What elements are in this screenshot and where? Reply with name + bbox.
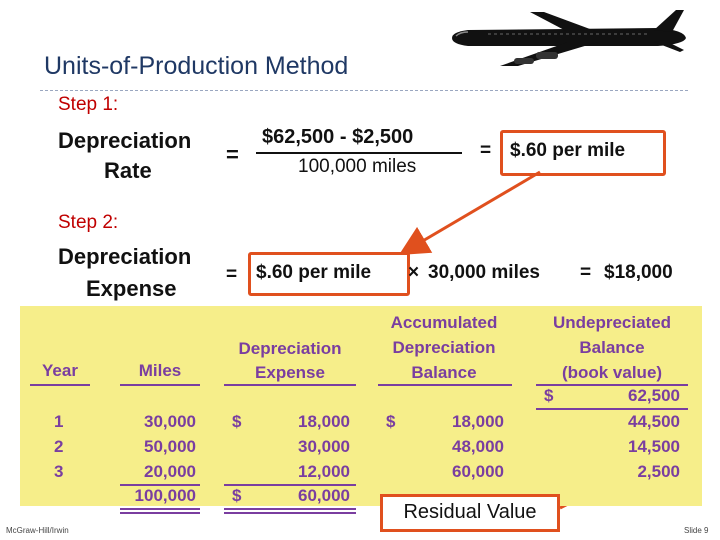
step2-rate: $.60 per mile [256,262,372,283]
step1-label: Step 1: [58,94,119,115]
step2-equals: = [226,264,238,285]
fraction-bar [256,152,462,154]
row1-dep: 18,000 [298,412,350,431]
step1-numerator: $62,500 - $2,500 [262,126,414,148]
totals-rule-dep [224,484,356,486]
title-divider [40,90,688,91]
depreciation-table [20,306,702,506]
header-rule-dep [224,384,356,386]
step2-term-line1: Depreciation [58,244,192,269]
header-und-l1: Undepreciated [552,313,672,332]
total-miles: 100,000 [134,486,196,505]
initial-rule [536,408,688,410]
residual-value-callout: Residual Value [380,494,560,532]
step1-term-line2: Rate [104,158,152,183]
row1-miles: 30,000 [144,412,196,431]
rate-arrow [398,170,541,256]
header-acc-l1: Accumulated [390,313,498,332]
row1-acc-currency: $ [386,412,396,431]
step2-equals-result: = [580,262,592,283]
step2-label: Step 2: [58,212,119,233]
header-rule-miles [120,384,200,386]
totals-double-rule-dep-a [224,508,356,510]
step2-times: × [408,262,420,283]
footer-publisher: McGraw-Hill/Irwin [6,526,69,535]
total-dep-currency: $ [232,486,242,505]
row2-miles: 50,000 [144,437,196,456]
totals-rule-miles [120,484,200,486]
step1-equals: = [226,142,239,167]
airplane-icon [452,10,686,66]
header-rule-year [30,384,90,386]
row1-dep-currency: $ [232,412,242,431]
header-dep-l1: Depreciation [238,339,342,358]
row1-book: 44,500 [628,412,680,431]
step2-miles: 30,000 miles [428,262,540,283]
row2-book: 14,500 [628,437,680,456]
step2-term-line2: Expense [86,276,177,301]
totals-double-rule-dep-b [224,512,356,514]
total-dep: 60,000 [298,486,350,505]
row3-acc: 60,000 [452,462,504,481]
step1-equals-result: = [480,140,492,161]
header-miles: Miles [138,361,182,380]
totals-double-rule-miles-b [120,512,200,514]
result-highlight-box [500,130,666,176]
header-acc-l2: Depreciation [392,338,496,357]
header-acc-l3: Balance [411,363,477,382]
step2-result: $18,000 [604,262,673,283]
row2-acc: 48,000 [452,437,504,456]
row2-year: 2 [54,437,64,456]
header-year: Year [42,361,78,380]
header-dep-l2: Expense [255,363,325,382]
row1-year: 1 [54,412,64,431]
header-rule-und [536,384,688,386]
header-und-l2: Balance [579,338,645,357]
footer-slide-number: Slide 9 [684,526,709,535]
row3-dep: 12,000 [298,462,350,481]
row1-acc: 18,000 [452,412,504,431]
step1-denominator: 100,000 miles [298,156,417,177]
row3-year: 3 [54,462,64,481]
totals-double-rule-miles-a [120,508,200,510]
step1-term-line1: Depreciation [58,128,192,153]
step1-result: $.60 per mile [510,140,626,161]
rate-highlight-box [248,252,410,296]
page-title: Units-of-Production Method [44,52,349,80]
initial-currency: $ [544,386,554,405]
header-und-l3: (book value) [561,363,663,382]
row2-dep: 30,000 [298,437,350,456]
initial-book-value: 62,500 [628,386,680,405]
row3-miles: 20,000 [144,462,196,481]
header-rule-acc [378,384,512,386]
row3-book: 2,500 [637,462,680,481]
